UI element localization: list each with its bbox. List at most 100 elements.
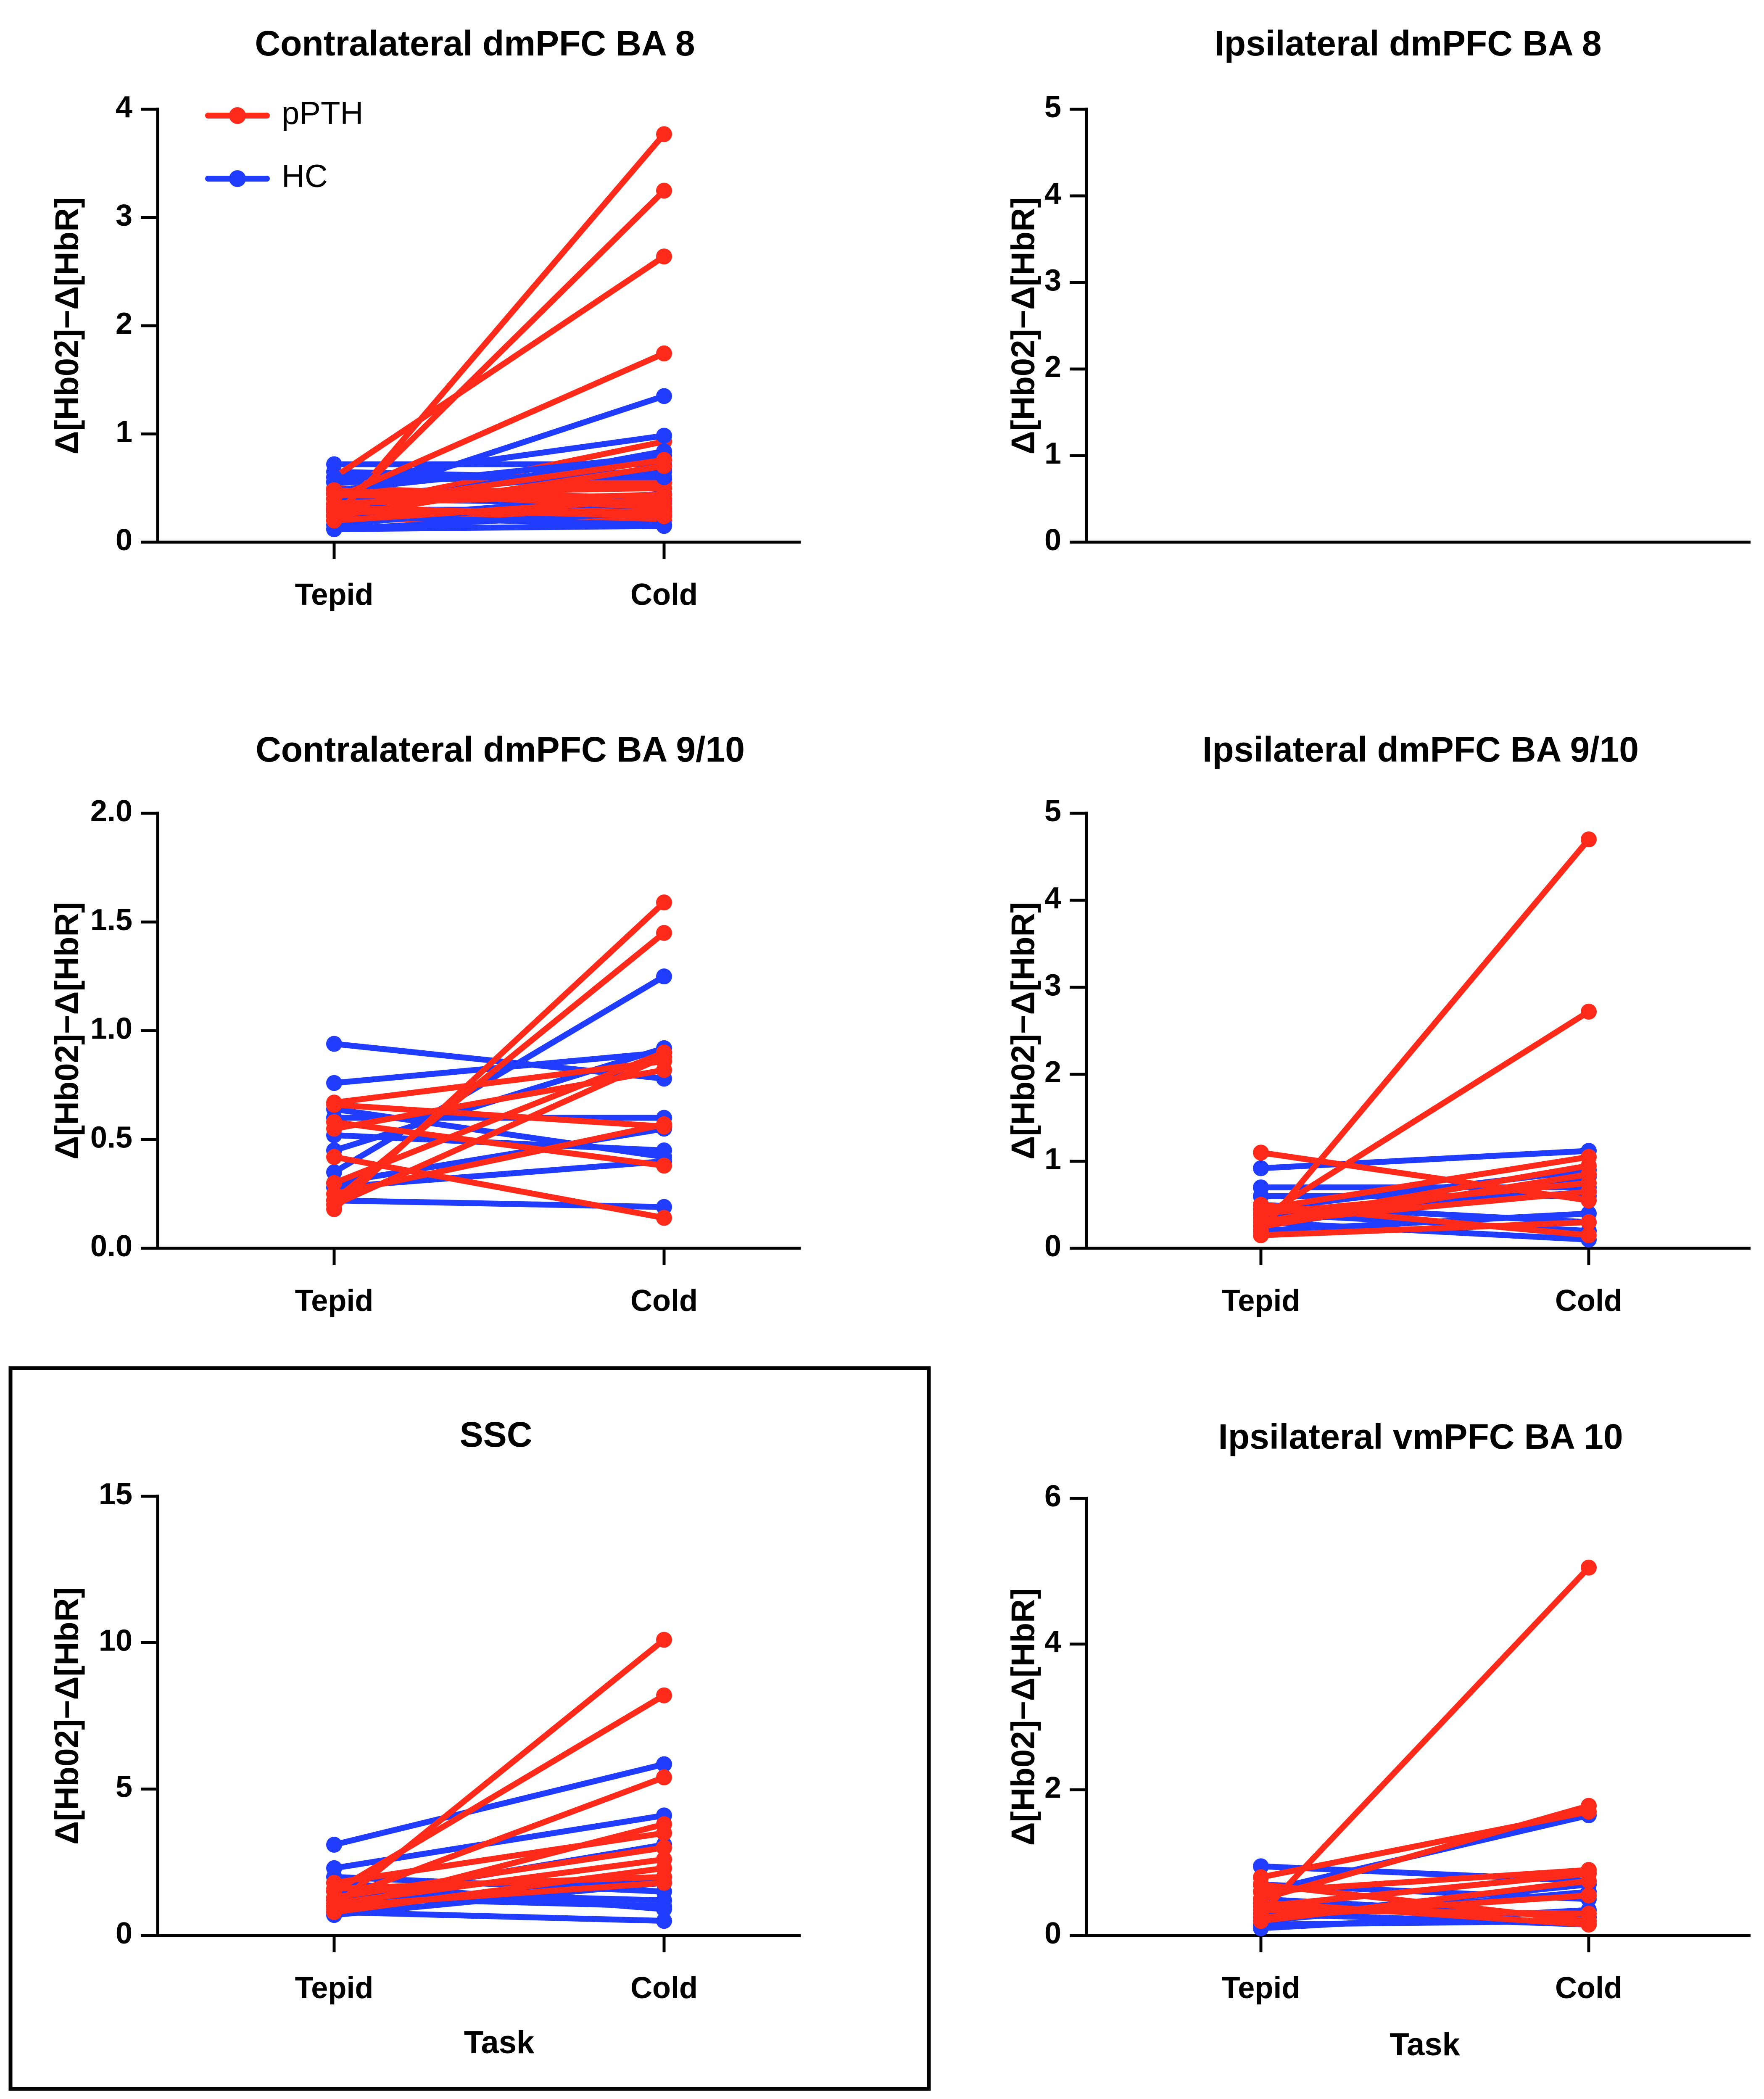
data-point <box>656 1158 672 1174</box>
data-point <box>656 968 672 985</box>
y-tick-label: 4 <box>1044 881 1061 915</box>
y-tick-label: 4 <box>116 90 132 124</box>
data-point <box>656 1875 672 1891</box>
highlight-frame <box>8 1366 931 2091</box>
y-axis-label: Δ[Hb02]−Δ[HbR] <box>1005 1588 1042 1846</box>
y-axis-label: Δ[Hb02]−Δ[HbR] <box>1005 902 1042 1160</box>
x-tick-label: Cold <box>630 1971 698 2005</box>
data-point <box>656 1913 672 1929</box>
x-tick-label: Tepid <box>1222 1284 1300 1318</box>
y-tick-label: 4 <box>1044 177 1061 211</box>
subject-line <box>331 187 667 519</box>
subject-line <box>331 1119 667 1169</box>
series-ppth <box>326 894 672 1226</box>
x-tick-label: Tepid <box>295 1284 374 1318</box>
y-tick-label: 0.5 <box>90 1121 132 1154</box>
subject-line <box>331 1121 667 1197</box>
series-ppth <box>326 182 672 529</box>
y-tick-label: 3 <box>1044 968 1061 1002</box>
y-tick-label: 2 <box>1044 1771 1061 1804</box>
data-point <box>656 1825 672 1841</box>
chart-ipsilateral-ba910: Ipsilateral dmPFC BA 9/10 Δ[Hb02]−Δ[HbR] 0… <box>1005 730 1751 1318</box>
data-point <box>656 182 672 199</box>
x-tick-label: Cold <box>1555 1971 1622 2005</box>
subject-line <box>1258 1150 1592 1204</box>
data-point <box>1253 1197 1269 1213</box>
y-tick-label: 2 <box>1044 1055 1061 1089</box>
y-axis-label: Δ[Hb02]−Δ[HbR] <box>48 197 85 455</box>
data-point <box>326 1121 342 1137</box>
subject-line <box>1258 1900 1592 1928</box>
data-point <box>656 458 672 474</box>
data-point <box>656 388 672 404</box>
data-point <box>1253 1144 1269 1161</box>
data-point <box>1581 1227 1597 1243</box>
subject-line <box>1258 1154 1592 1212</box>
data-point <box>656 1632 672 1648</box>
data-point <box>326 1036 342 1052</box>
data-point <box>1581 1887 1597 1904</box>
data-point <box>1581 1214 1597 1230</box>
chart-title: SSC <box>460 1415 533 1454</box>
data-point <box>656 469 672 485</box>
data-point <box>1253 1160 1269 1176</box>
series-ppth <box>1253 831 1597 1243</box>
y-tick-label: 1 <box>1044 437 1061 470</box>
data-point <box>1581 1003 1597 1020</box>
data-point <box>326 1880 342 1897</box>
subject-line <box>1258 1219 1592 1238</box>
x-axis-label: Task <box>1390 2027 1460 2062</box>
x-tick-label: Tepid <box>1222 1971 1300 2005</box>
data-point <box>326 499 342 516</box>
subject-line <box>331 1050 667 1186</box>
y-tick-label: 10 <box>99 1624 132 1657</box>
data-point <box>326 1075 342 1091</box>
data-point <box>1253 1876 1269 1893</box>
chart-ipsilateral-ba8: Ipsilateral dmPFC BA 8 Δ[Hb02]−Δ[HbR] 0 1 2 3… <box>295 24 1751 612</box>
y-tick-label: 0 <box>116 1917 132 1950</box>
subject-line <box>331 1909 667 1924</box>
chart-ssc: SSC Δ[Hb02]−Δ[HbR] 0 5 10 15 Tepid Cold Task <box>8 1366 931 2091</box>
y-tick-label: 1.0 <box>90 1012 132 1046</box>
y-tick-label: 0.0 <box>90 1229 132 1263</box>
chart-title: Ipsilateral dmPFC BA 9/10 <box>1202 730 1639 769</box>
chart-contralateral-ba910: Contralateral dmPFC BA 9/10 Δ[Hb02]−Δ[HbR… <box>48 730 801 1318</box>
x-tick-label: Cold <box>630 578 698 612</box>
subject-line <box>331 350 667 502</box>
data-point <box>1581 1873 1597 1889</box>
subject-line <box>331 504 667 519</box>
x-tick-label: Tepid <box>295 578 374 612</box>
y-tick-label: 5 <box>116 1770 132 1804</box>
y-axis-label: Δ[Hb02]−Δ[HbR] <box>48 1587 85 1845</box>
x-tick-label: Cold <box>630 578 698 612</box>
data-point <box>656 508 672 525</box>
data-point <box>656 1756 672 1772</box>
y-axis-label: Δ[Hb02]−Δ[HbR] <box>1005 197 1042 455</box>
y-tick-label: 3 <box>1044 264 1061 297</box>
y-tick-label: 2 <box>116 307 132 340</box>
x-tick-label: Cold <box>1555 1284 1622 1318</box>
y-tick-label: 0 <box>1044 1917 1061 1950</box>
y-tick-label: 1.5 <box>90 903 132 937</box>
y-tick-label: 1 <box>116 415 132 449</box>
x-tick-label: Tepid <box>295 578 374 612</box>
subject-line <box>331 253 667 480</box>
legend-label-hc: HC <box>282 158 328 194</box>
chart-title: Ipsilateral dmPFC BA 8 <box>1214 24 1601 63</box>
subject-line <box>1258 1008 1592 1221</box>
x-tick-label: Tepid <box>295 1971 374 2005</box>
data-point <box>1581 1917 1597 1933</box>
x-axis-label: Task <box>464 2025 535 2060</box>
legend-label-ppth: pPTH <box>282 95 363 131</box>
data-point <box>656 1116 672 1133</box>
data-point <box>656 345 672 361</box>
subject-line <box>1258 1809 1592 1880</box>
y-tick-label: 0 <box>116 523 132 557</box>
data-point <box>656 1769 672 1785</box>
subject-line <box>331 487 667 511</box>
y-tick-label: 2 <box>1044 350 1061 384</box>
chart-title: Contralateral dmPFC BA 8 <box>255 24 695 63</box>
subject-line <box>1258 836 1592 1234</box>
data-point <box>656 248 672 265</box>
